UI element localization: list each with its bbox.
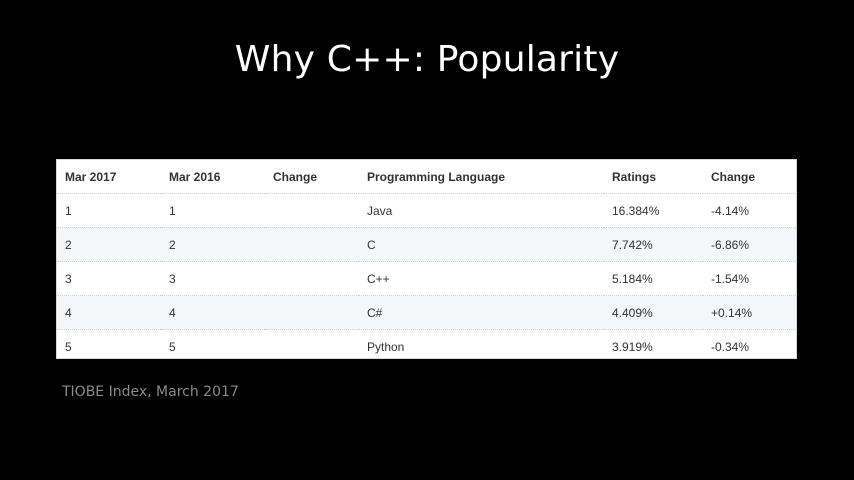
cell-rating-change: -0.34%: [711, 339, 750, 354]
header-mar-2017: Mar 2017: [57, 160, 161, 194]
cell-rank-2017: 5: [65, 339, 72, 354]
table-row: 2 2 C 7.742% -6.86%: [57, 227, 796, 262]
table-row: 3 3 C++ 5.184% -1.54%: [57, 261, 796, 296]
cell-rating-change: -6.86%: [703, 227, 796, 262]
cell-rank-2016: 5: [169, 339, 176, 354]
cell-rating: 7.742%: [604, 227, 703, 262]
table-row: 4 4 C# 4.409% +0.14%: [57, 295, 796, 330]
cell-rank-2017: 4: [57, 295, 161, 330]
cell-rating-change: +0.14%: [703, 295, 796, 330]
cell-rank-2016: 4: [161, 295, 265, 330]
header-ratings: Ratings: [604, 160, 703, 194]
cell-rating-change: -1.54%: [703, 261, 796, 296]
cell-rank-2017: 2: [57, 227, 161, 262]
cell-rating: 3.919%: [612, 339, 653, 354]
source-caption: TIOBE Index, March 2017: [62, 384, 239, 400]
header-change-rating: Change: [703, 160, 796, 194]
cell-language: C++: [359, 261, 604, 296]
table-row: 1 1 Java 16.384% -4.14%: [57, 193, 796, 228]
cell-rank-2017: 3: [57, 261, 161, 296]
cell-language: Python: [367, 339, 405, 354]
cell-rank-2016: 1: [161, 193, 265, 228]
cell-language: C#: [359, 295, 604, 330]
slide-title: Why C++: Popularity: [234, 39, 620, 80]
cell-change-icon: [265, 193, 359, 228]
cell-change-icon: [265, 227, 359, 262]
cell-rating: 5.184%: [604, 261, 703, 296]
cell-change-icon: [265, 330, 359, 364]
header-change-rank: Change: [265, 160, 359, 194]
cell-language: Java: [359, 193, 604, 228]
tiobe-table-container: Mar 2017 Mar 2016 Change Programming Lan…: [56, 159, 797, 359]
cell-change-icon: [265, 295, 359, 330]
cell-rating: 4.409%: [604, 295, 703, 330]
cell-rating-change: -4.14%: [703, 193, 796, 228]
cell-rank-2016: 2: [161, 227, 265, 262]
cell-rank-2017: 1: [57, 193, 161, 228]
tiobe-table: Mar 2017 Mar 2016 Change Programming Lan…: [57, 160, 796, 363]
header-mar-2016: Mar 2016: [161, 160, 265, 194]
header-programming-language: Programming Language: [359, 160, 604, 194]
cell-change-icon: [265, 261, 359, 296]
table-header-row: Mar 2017 Mar 2016 Change Programming Lan…: [57, 160, 796, 194]
cell-language: C: [359, 227, 604, 262]
table-row: 5 5 Python 3.919% -0.34%: [57, 330, 796, 364]
cell-rating: 16.384%: [604, 193, 703, 228]
cell-rank-2016: 3: [161, 261, 265, 296]
